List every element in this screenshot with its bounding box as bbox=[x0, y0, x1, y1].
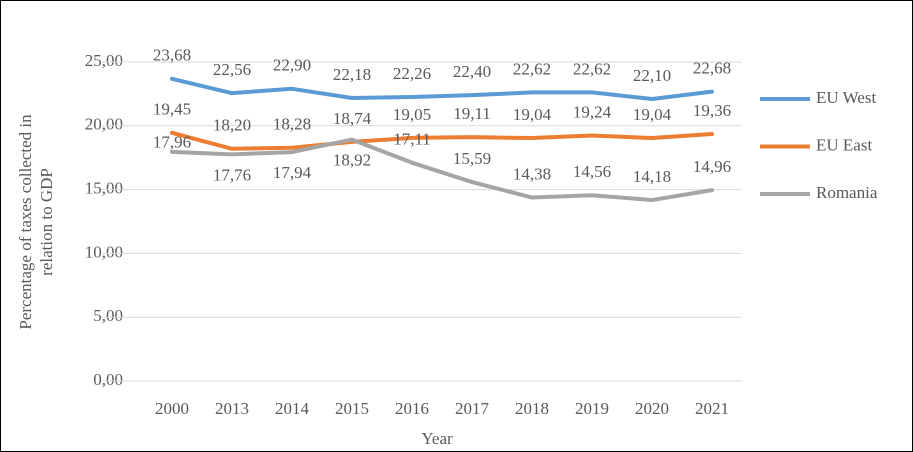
data-label: 22,90 bbox=[273, 56, 311, 75]
data-label: 19,05 bbox=[393, 105, 431, 124]
data-label: 19,36 bbox=[693, 101, 731, 120]
series-line bbox=[170, 76, 714, 102]
x-tick-label: 2000 bbox=[155, 399, 189, 418]
data-label: 22,56 bbox=[213, 60, 251, 79]
data-label: 19,45 bbox=[153, 100, 191, 119]
y-tick-label: 20,00 bbox=[85, 115, 123, 134]
data-label: 18,20 bbox=[213, 116, 251, 135]
y-tick-label: 0,00 bbox=[93, 370, 123, 389]
data-label: 18,92 bbox=[333, 150, 371, 169]
data-label: 22,10 bbox=[633, 66, 671, 85]
series-line bbox=[170, 137, 714, 203]
y-tick-label: 10,00 bbox=[85, 242, 123, 261]
data-label: 18,28 bbox=[273, 115, 311, 134]
data-label: 15,59 bbox=[453, 149, 491, 168]
legend-label: EU West bbox=[816, 88, 876, 107]
x-tick-label: 2021 bbox=[695, 399, 729, 418]
legend-label: Romania bbox=[816, 183, 878, 202]
y-axis-label: relation to GDP bbox=[37, 168, 56, 276]
data-label: 22,40 bbox=[453, 62, 491, 81]
data-label: 22,62 bbox=[573, 59, 611, 78]
y-tick-label: 15,00 bbox=[85, 179, 123, 198]
x-tick-label: 2017 bbox=[455, 399, 490, 418]
x-tick-label: 2015 bbox=[335, 399, 369, 418]
data-label: 17,76 bbox=[213, 165, 251, 184]
x-tick-label: 2014 bbox=[275, 399, 310, 418]
y-tick-label: 25,00 bbox=[85, 51, 123, 70]
data-label: 18,74 bbox=[333, 109, 372, 128]
data-label: 23,68 bbox=[153, 46, 191, 65]
data-label: 19,11 bbox=[453, 104, 491, 123]
data-label: 22,18 bbox=[333, 65, 371, 84]
series-line bbox=[170, 130, 714, 151]
data-label: 14,56 bbox=[573, 162, 611, 181]
x-axis-label: Year bbox=[421, 429, 453, 448]
y-axis-label: Percentage of taxes collected in bbox=[16, 114, 35, 330]
data-label: 19,04 bbox=[633, 105, 672, 124]
data-label: 17,11 bbox=[393, 130, 431, 149]
data-label: 22,68 bbox=[693, 59, 731, 78]
data-label: 19,04 bbox=[513, 105, 552, 124]
data-label: 19,24 bbox=[573, 102, 612, 121]
x-tick-label: 2020 bbox=[635, 399, 669, 418]
data-label: 22,62 bbox=[513, 59, 551, 78]
data-label: 14,18 bbox=[633, 167, 671, 186]
legend-label: EU East bbox=[816, 135, 872, 154]
x-tick-label: 2019 bbox=[575, 399, 609, 418]
data-label: 22,26 bbox=[393, 64, 431, 83]
data-label: 17,94 bbox=[273, 163, 312, 182]
x-tick-label: 2016 bbox=[395, 399, 429, 418]
data-label: 14,38 bbox=[513, 164, 551, 183]
data-label: 14,96 bbox=[693, 157, 731, 176]
x-tick-label: 2013 bbox=[215, 399, 249, 418]
x-tick-label: 2018 bbox=[515, 399, 549, 418]
y-tick-label: 5,00 bbox=[93, 306, 123, 325]
data-label: 17,96 bbox=[153, 133, 191, 152]
